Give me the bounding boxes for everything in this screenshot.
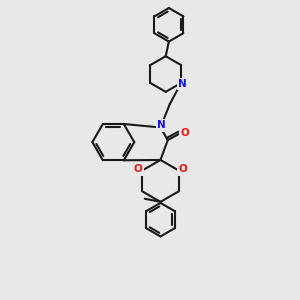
Text: O: O <box>181 128 190 138</box>
Text: O: O <box>178 164 187 174</box>
Text: N: N <box>178 79 187 89</box>
Text: N: N <box>157 120 166 130</box>
Text: O: O <box>134 164 142 174</box>
